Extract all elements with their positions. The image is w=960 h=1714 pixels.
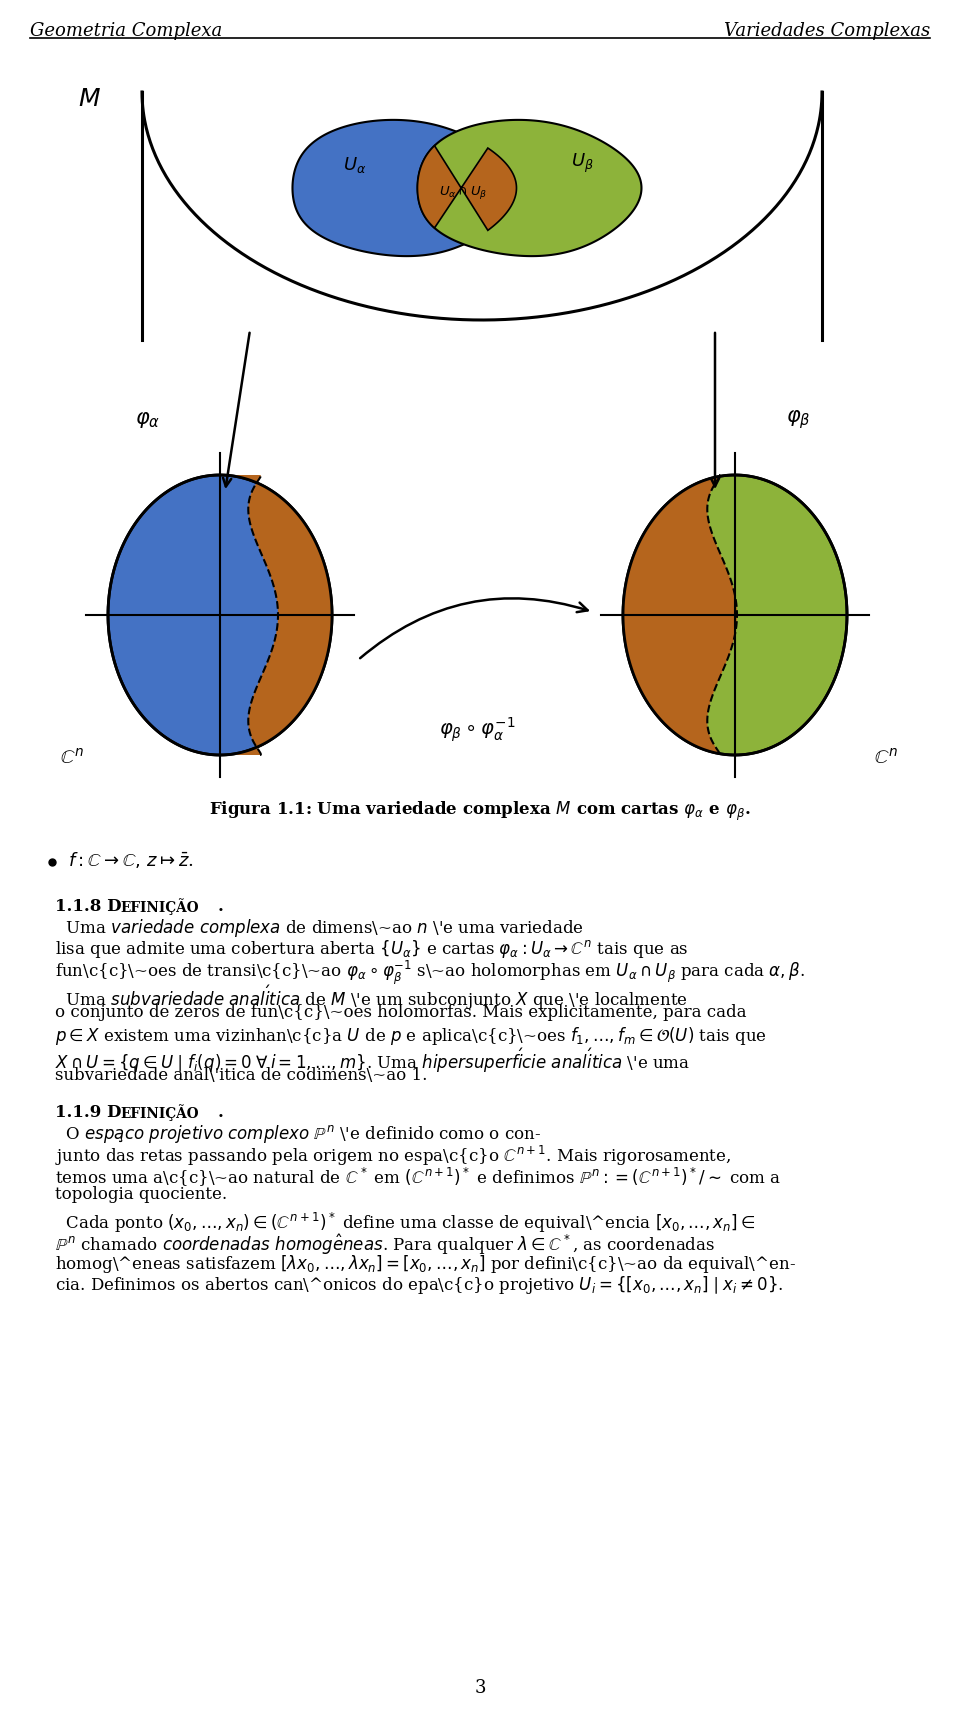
Text: junto das retas passando pela origem no espa\c{c}o $\mathbb{C}^{n+1}$. Mais rigo: junto das retas passando pela origem no …: [55, 1143, 732, 1169]
Text: topologia quociente.: topologia quociente.: [55, 1186, 228, 1203]
Text: $\mathbb{P}^n$ chamado $\mathit{coordenadas}$ $\mathit{homog\^eneas}$. Para qual: $\mathbb{P}^n$ chamado $\mathit{coordena…: [55, 1232, 715, 1256]
Text: $\mathbb{C}^n$: $\mathbb{C}^n$: [874, 747, 899, 768]
Text: EFINIÇÃO: EFINIÇÃO: [120, 898, 199, 915]
Text: Geometria Complexa: Geometria Complexa: [30, 22, 223, 39]
Text: 1.1.9 D: 1.1.9 D: [55, 1104, 122, 1121]
FancyArrowPatch shape: [360, 598, 588, 658]
Text: $X \cap U = \{q \in U \mid f_i(q) = 0\; \forall\, i = 1, \ldots, m\}$. Uma $\mat: $X \cap U = \{q \in U \mid f_i(q) = 0\; …: [55, 1046, 690, 1075]
Polygon shape: [220, 475, 332, 754]
Text: $\mathbb{C}^n$: $\mathbb{C}^n$: [60, 747, 84, 768]
Text: subvariedade anal\'itica de codimens\~ao 1.: subvariedade anal\'itica de codimens\~ao…: [55, 1068, 427, 1083]
FancyArrowPatch shape: [223, 333, 250, 487]
Text: .: .: [218, 898, 224, 915]
Text: 1.1.8 D: 1.1.8 D: [55, 898, 122, 915]
Text: 3: 3: [474, 1680, 486, 1697]
Text: $f: \mathbb{C} \to \mathbb{C},\, z \mapsto \bar{z}$.: $f: \mathbb{C} \to \mathbb{C},\, z \maps…: [68, 850, 194, 871]
Text: fun\c{c}\~oes de transi\c{c}\~ao $\varphi_\alpha \circ \varphi_\beta^{-1}$ s\~ao: fun\c{c}\~oes de transi\c{c}\~ao $\varph…: [55, 960, 804, 987]
Polygon shape: [108, 475, 332, 754]
Text: o conjunto de zeros de fun\c{c}\~oes holomorfas. Mais explicitamente, para cada: o conjunto de zeros de fun\c{c}\~oes hol…: [55, 1004, 747, 1022]
Text: lisa que admite uma cobertura aberta $\{U_\alpha\}$ e cartas $\varphi_\alpha: U_: lisa que admite uma cobertura aberta $\{…: [55, 938, 688, 960]
Text: $p \in X$ existem uma vizinhan\c{c}a $U$ de $p$ e aplica\c{c}\~oes $f_1, \ldots,: $p \in X$ existem uma vizinhan\c{c}a $U$…: [55, 1025, 767, 1047]
Text: Uma $\mathit{subvariedade}$ $\mathit{anal\'itica}$ de $M$ \'e um subconjunto $X$: Uma $\mathit{subvariedade}$ $\mathit{ana…: [55, 984, 688, 1011]
Polygon shape: [418, 146, 516, 230]
Text: $U_\alpha$: $U_\alpha$: [344, 154, 367, 175]
Polygon shape: [623, 475, 737, 754]
Text: Variedades Complexas: Variedades Complexas: [724, 22, 930, 39]
Text: Cada ponto $(x_0, \ldots, x_n) \in (\mathbb{C}^{n+1})^*$ define uma classe de eq: Cada ponto $(x_0, \ldots, x_n) \in (\mat…: [55, 1212, 756, 1236]
Text: $U_\alpha \cap U_\beta$: $U_\alpha \cap U_\beta$: [439, 183, 487, 201]
Text: EFINIÇÃO: EFINIÇÃO: [120, 1104, 199, 1121]
Text: Figura 1.1: Uma variedade complexa $M$ com cartas $\varphi_\alpha$ e $\varphi_\b: Figura 1.1: Uma variedade complexa $M$ c…: [209, 800, 751, 823]
Text: $\varphi_\beta$: $\varphi_\beta$: [785, 408, 810, 432]
Polygon shape: [418, 120, 641, 255]
Text: $\varphi_\beta \circ \varphi_\alpha^{-1}$: $\varphi_\beta \circ \varphi_\alpha^{-1}…: [439, 716, 516, 744]
Text: homog\^eneas satisfazem $[\lambda x_0, \ldots, \lambda x_n] = [x_0, \ldots, x_n]: homog\^eneas satisfazem $[\lambda x_0, \…: [55, 1253, 796, 1275]
Text: $\varphi_\alpha$: $\varphi_\alpha$: [135, 410, 160, 430]
Text: .: .: [218, 1104, 224, 1121]
Polygon shape: [623, 475, 847, 754]
Text: $U_\beta$: $U_\beta$: [570, 151, 593, 175]
Text: $M$: $M$: [78, 87, 101, 111]
Text: O $\mathit{espa\c{c}o}$ $\mathit{projetivo}$ $\mathit{complexo}$ $\mathbb{P}^n$ : O $\mathit{espa\c{c}o}$ $\mathit{projeti…: [55, 1123, 541, 1145]
Text: cia. Definimos os abertos can\^onicos do epa\c{c}o projetivo $U_i = \{[x_0, \ldo: cia. Definimos os abertos can\^onicos do…: [55, 1274, 783, 1296]
FancyArrowPatch shape: [710, 333, 719, 487]
Polygon shape: [293, 120, 516, 255]
Text: Uma $\mathit{variedade}$ $\mathit{complexa}$ de dimens\~ao $n$ \'e uma variedade: Uma $\mathit{variedade}$ $\mathit{comple…: [55, 917, 584, 939]
Text: temos uma a\c{c}\~ao natural de $\mathbb{C}^*$ em $(\mathbb{C}^{n+1})^*$ e defin: temos uma a\c{c}\~ao natural de $\mathbb…: [55, 1166, 781, 1188]
